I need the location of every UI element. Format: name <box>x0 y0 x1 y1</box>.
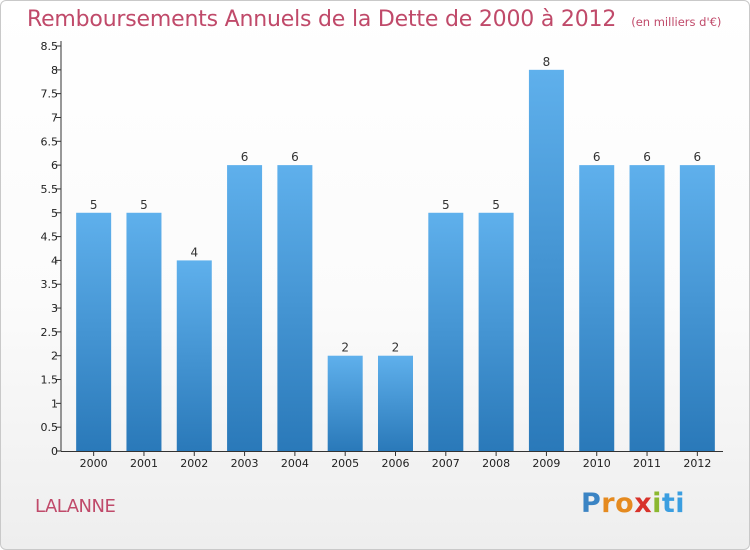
y-tick-label: 5 <box>51 207 58 220</box>
y-tick-label: 0.5 <box>41 421 59 434</box>
chart-subtitle: (en milliers d'€) <box>631 15 722 29</box>
bar <box>428 212 464 451</box>
bar <box>176 260 212 451</box>
data-label: 5 <box>442 198 450 212</box>
logo-letter: i <box>675 488 686 519</box>
y-tick-label: 2.5 <box>41 326 59 339</box>
data-label: 6 <box>291 150 299 164</box>
bar <box>277 165 313 451</box>
bar <box>478 212 514 451</box>
logo-letter: o <box>615 488 635 519</box>
logo-letter: P <box>581 488 602 519</box>
y-tick-label: 7 <box>51 111 58 124</box>
data-label: 2 <box>392 341 400 355</box>
title-block: Remboursements Annuels de la Dette de 20… <box>27 7 721 32</box>
x-tick-label: 2008 <box>482 457 510 470</box>
chart-title: Remboursements Annuels de la Dette de 20… <box>27 7 617 32</box>
data-label: 5 <box>492 198 500 212</box>
y-tick-label: 3.5 <box>41 278 59 291</box>
bar <box>327 355 363 451</box>
bar <box>76 212 112 451</box>
x-tick-label: 2004 <box>281 457 309 470</box>
city-name: LALANNE <box>35 496 116 517</box>
data-label: 6 <box>643 150 651 164</box>
y-tick-label: 7.5 <box>41 88 59 101</box>
x-tick-label: 2000 <box>80 457 108 470</box>
logo-letter: t <box>661 488 676 519</box>
y-tick-label: 6.5 <box>41 135 59 148</box>
logo-letter: r <box>601 488 616 519</box>
x-tick-label: 2002 <box>180 457 208 470</box>
x-tick-label: 2003 <box>231 457 259 470</box>
data-label: 6 <box>694 150 702 164</box>
y-tick-label: 6 <box>51 159 58 172</box>
x-tick-label: 2011 <box>633 457 661 470</box>
x-tick-label: 2009 <box>532 457 560 470</box>
bar <box>579 165 615 451</box>
y-tick-label: 8.5 <box>41 40 59 53</box>
y-tick-label: 1.5 <box>41 374 59 387</box>
logo-letter: i <box>652 488 662 519</box>
bar <box>378 355 413 451</box>
data-label: 6 <box>593 150 601 164</box>
data-label: 6 <box>241 150 249 164</box>
x-tick-label: 2001 <box>130 457 158 470</box>
proxiti-logo: Proxiti <box>581 488 685 519</box>
x-tick-label: 2007 <box>432 457 460 470</box>
y-tick-label: 2 <box>51 350 58 363</box>
bar <box>227 165 263 451</box>
x-tick-label: 2010 <box>583 457 611 470</box>
data-label: 2 <box>341 341 349 355</box>
bar <box>528 69 564 451</box>
bar <box>126 212 162 451</box>
x-tick-label: 2005 <box>331 457 359 470</box>
y-tick-label: 8 <box>51 64 58 77</box>
y-tick-label: 4.5 <box>41 231 59 244</box>
data-label: 4 <box>190 245 198 259</box>
data-label: 5 <box>90 198 98 212</box>
data-label: 5 <box>140 198 148 212</box>
bar <box>629 165 665 451</box>
x-tick-label: 2006 <box>382 457 410 470</box>
logo-letter: x <box>634 488 653 519</box>
bar <box>679 165 715 451</box>
y-tick-label: 3 <box>51 302 58 315</box>
data-label: 8 <box>543 55 551 69</box>
y-tick-label: 5.5 <box>41 183 59 196</box>
y-tick-label: 0 <box>51 445 58 458</box>
y-tick-label: 1 <box>51 397 58 410</box>
y-tick-label: 4 <box>51 254 58 267</box>
x-tick-label: 2012 <box>683 457 711 470</box>
